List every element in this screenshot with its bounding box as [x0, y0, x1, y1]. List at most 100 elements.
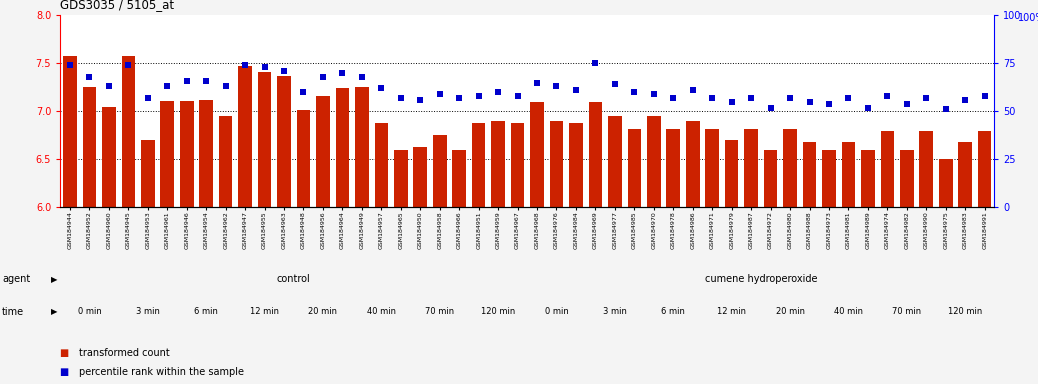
Point [450, 95, 467, 101]
Text: 20 min: 20 min [308, 308, 337, 316]
Point [217, 83, 234, 89]
Point [237, 62, 253, 68]
Bar [453, 150, 466, 207]
Text: 3 min: 3 min [603, 308, 627, 316]
Bar [277, 76, 291, 207]
Point [120, 62, 137, 68]
Text: 70 min: 70 min [893, 308, 922, 316]
Bar [394, 150, 408, 207]
Point [588, 60, 604, 66]
Point [626, 89, 643, 95]
Point [743, 95, 760, 101]
Text: 12 min: 12 min [250, 308, 279, 316]
Text: transformed count: transformed count [79, 348, 169, 358]
Text: 6 min: 6 min [194, 308, 218, 316]
Bar [958, 142, 972, 207]
Bar [880, 131, 894, 207]
Point [977, 93, 993, 99]
Bar [219, 116, 233, 207]
Point [276, 68, 293, 74]
Point [373, 85, 389, 91]
Bar [297, 111, 310, 207]
Point [528, 79, 545, 86]
Bar [744, 129, 758, 207]
Bar [121, 56, 135, 207]
Bar [491, 121, 504, 207]
Text: 40 min: 40 min [366, 308, 395, 316]
Point [665, 95, 682, 101]
Text: ▶: ▶ [51, 275, 57, 284]
Point [490, 89, 507, 95]
Bar [862, 150, 875, 207]
Bar [375, 123, 388, 207]
Bar [161, 101, 174, 207]
Point [256, 64, 273, 70]
Text: agent: agent [2, 274, 30, 285]
Point [432, 91, 448, 97]
Bar [802, 142, 816, 207]
Bar [530, 102, 544, 207]
Point [179, 78, 195, 84]
Point [957, 97, 974, 103]
Point [198, 78, 215, 84]
Bar [511, 123, 524, 207]
Bar [83, 88, 97, 207]
Bar [822, 150, 836, 207]
Text: 6 min: 6 min [661, 308, 685, 316]
Point [723, 99, 740, 105]
Point [101, 83, 117, 89]
Bar [939, 159, 953, 207]
Text: 20 min: 20 min [775, 308, 804, 316]
Text: ▶: ▶ [51, 308, 57, 316]
Bar [239, 66, 252, 207]
Point [840, 95, 856, 101]
Text: 70 min: 70 min [426, 308, 455, 316]
Point [762, 104, 778, 111]
Point [159, 83, 175, 89]
Text: 40 min: 40 min [834, 308, 863, 316]
Bar [666, 129, 680, 207]
Point [510, 93, 526, 99]
Point [61, 62, 78, 68]
Point [918, 95, 934, 101]
Bar [647, 116, 660, 207]
Bar [317, 96, 330, 207]
Point [295, 89, 311, 95]
Point [859, 104, 876, 111]
Bar [842, 142, 855, 207]
Point [684, 87, 701, 93]
Point [606, 81, 623, 88]
Point [139, 95, 156, 101]
Point [315, 74, 331, 80]
Point [354, 74, 371, 80]
Bar [433, 136, 446, 207]
Bar [472, 123, 486, 207]
Point [412, 97, 429, 103]
Point [392, 95, 409, 101]
Bar [199, 100, 213, 207]
Point [548, 83, 565, 89]
Point [801, 99, 818, 105]
Point [646, 91, 662, 97]
Bar [589, 102, 602, 207]
Bar [355, 88, 368, 207]
Point [879, 93, 896, 99]
Bar [569, 123, 582, 207]
Bar [900, 150, 913, 207]
Text: 12 min: 12 min [717, 308, 746, 316]
Bar [706, 129, 719, 207]
Text: percentile rank within the sample: percentile rank within the sample [79, 367, 244, 377]
Text: ■: ■ [60, 367, 73, 377]
Point [899, 101, 916, 107]
Bar [102, 107, 115, 207]
Point [334, 70, 351, 76]
Text: GDS3035 / 5105_at: GDS3035 / 5105_at [60, 0, 174, 12]
Text: cumene hydroperoxide: cumene hydroperoxide [705, 274, 817, 285]
Point [782, 95, 798, 101]
Point [821, 101, 838, 107]
Text: ■: ■ [60, 348, 73, 358]
Bar [257, 72, 271, 207]
Bar [413, 147, 427, 207]
Point [470, 93, 487, 99]
Text: time: time [2, 307, 24, 317]
